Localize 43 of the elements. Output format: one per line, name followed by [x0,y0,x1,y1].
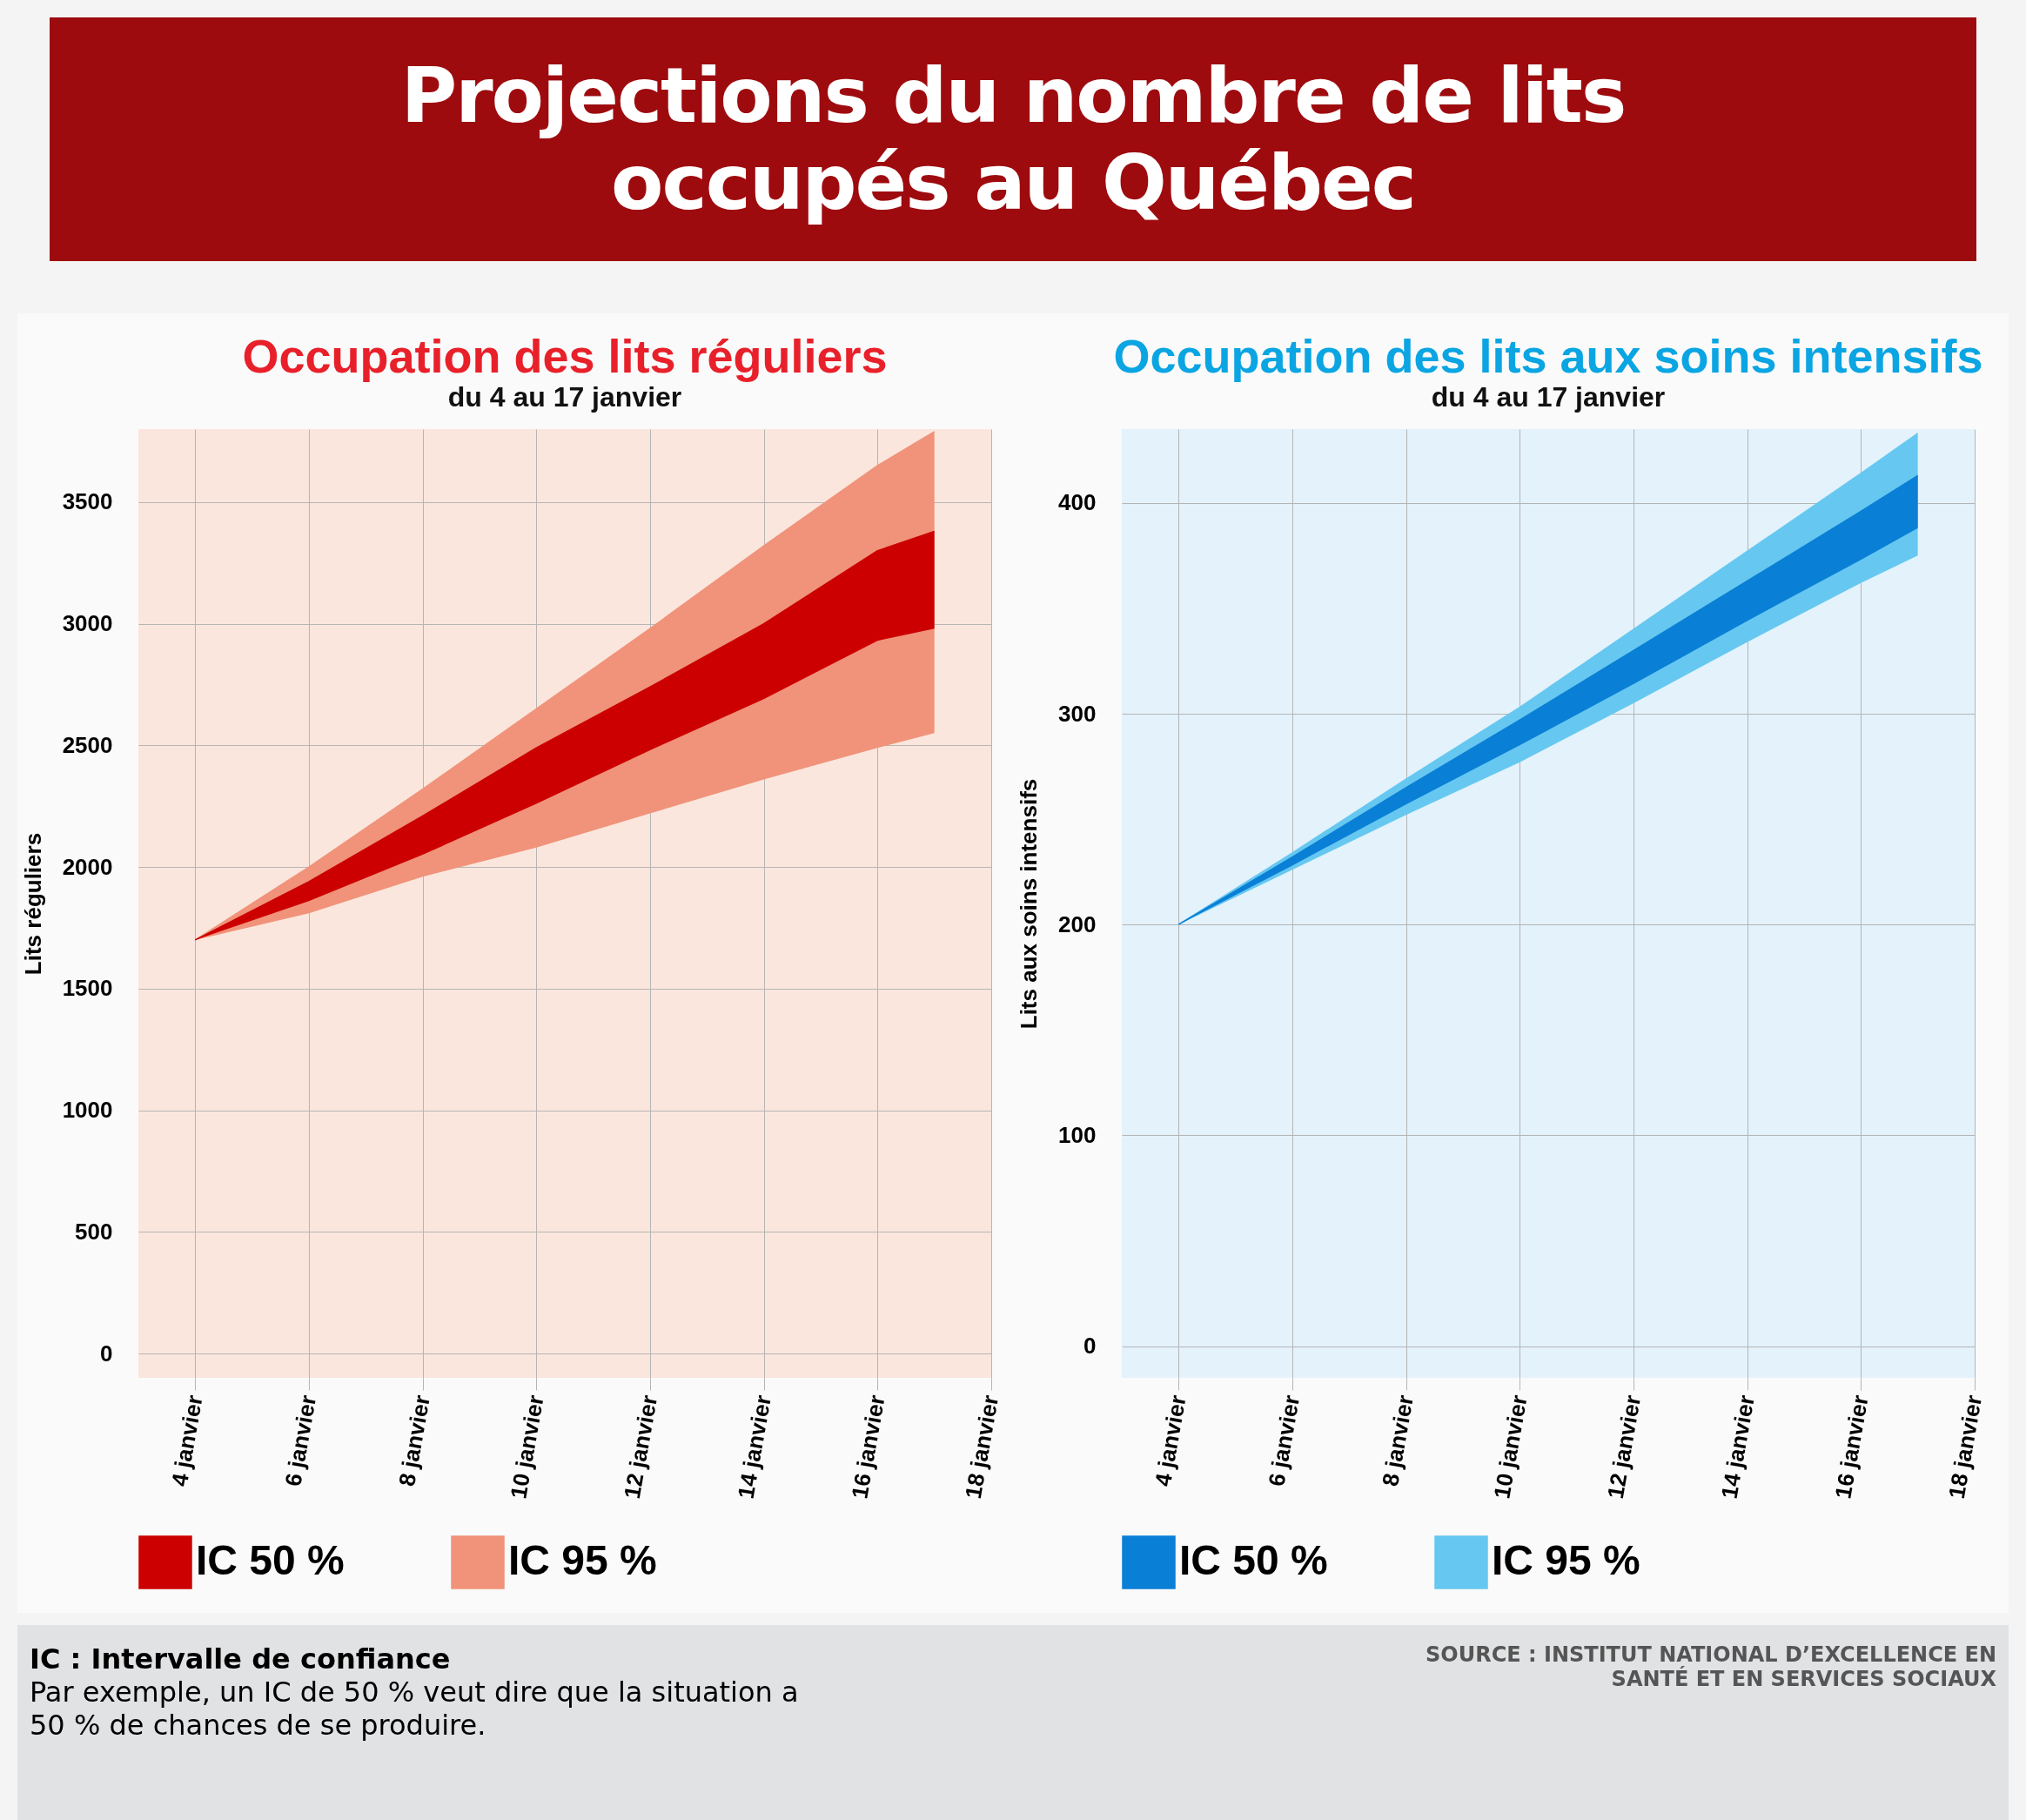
y-tick-label: 100 [1058,1121,1097,1148]
x-tick-label: 14 janvier [732,1393,776,1501]
y-tick-label: 0 [1083,1333,1097,1360]
x-tick-label: 10 janvier [1488,1393,1533,1501]
chart-subtitle: du 4 au 17 janvier [447,381,682,413]
x-tick-label: 6 janvier [279,1393,322,1488]
text: Projections du nombre de lits occupés au Québec [50,17,1976,261]
legend-label: IC 50 % [1179,1537,1328,1583]
y-tick-label: 2000 [62,853,113,880]
legend-label: IC 50 % [196,1537,345,1583]
chart-title: Occupation des lits aux soins intensifs [1113,330,1983,382]
legend-label: IC 95 % [508,1537,657,1583]
x-tick-label: 16 janvier [846,1393,890,1501]
x-tick-label: 4 janvier [1149,1393,1191,1488]
x-tick-label: 12 janvier [618,1393,663,1501]
y-tick-label: 0 [100,1340,113,1367]
x-tick-label: 4 janvier [165,1393,208,1488]
x-tick-label: 8 janvier [393,1393,435,1488]
text: Par exemple, un IC de 50 % veut dire que la situation a 50 % de chances de se produire. [30,1676,800,1742]
y-tick-label: 2500 [62,731,113,758]
y-tick-label: 400 [1058,489,1097,516]
x-tick-label: 6 janvier [1263,1393,1305,1488]
source-note: SOURCE : INSTITUT NATIONAL D’EXCELLENCE EN SANTÉ ET EN SERVICES SOCIAUX [1425,1642,1996,1691]
x-tick-label: 10 janvier [505,1393,549,1501]
y-tick-label: 1500 [62,975,113,1002]
x-tick-label: 14 janvier [1715,1393,1760,1501]
x-tick-label: 18 janvier [1942,1393,1988,1501]
y-axis-title: Lits réguliers [19,832,46,976]
y-tick-label: 500 [75,1218,113,1245]
x-tick-label: 12 janvier [1601,1393,1647,1501]
y-tick-label: 200 [1058,910,1097,937]
y-tick-label: 1000 [62,1097,113,1124]
x-tick-label: 18 janvier [959,1393,1004,1501]
chart-subtitle: du 4 au 17 janvier [1431,381,1666,413]
y-tick-label: 3500 [62,488,113,515]
y-tick-label: 3000 [62,610,113,637]
x-tick-label: 8 janvier [1377,1393,1419,1488]
chart-title: Occupation des lits réguliers [242,330,888,382]
legend-label: IC 95 % [1492,1537,1640,1583]
y-tick-label: 300 [1058,700,1097,727]
y-axis-title: Lits aux soins intensifs [1016,778,1043,1030]
text: IC : Intervalle de confiance [30,1642,452,1676]
x-tick-label: 16 janvier [1829,1393,1874,1501]
